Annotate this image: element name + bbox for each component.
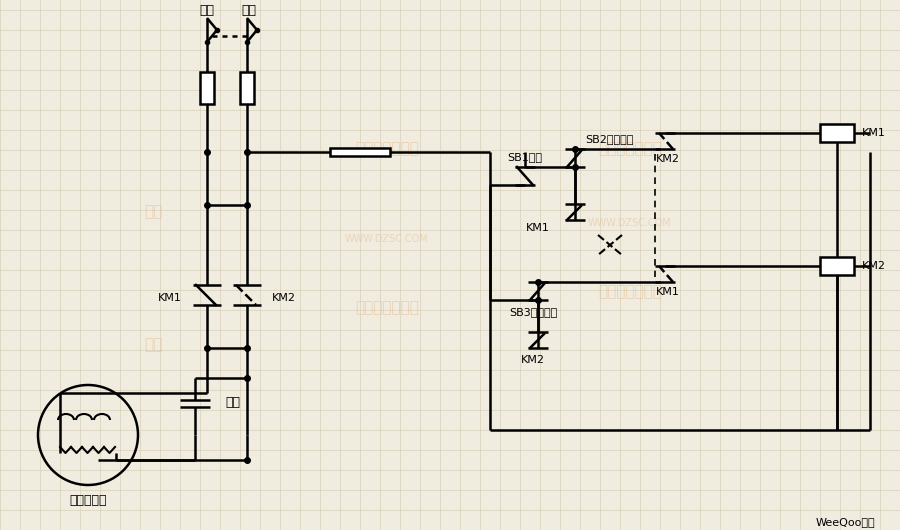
Text: 单相电动机: 单相电动机	[69, 493, 107, 507]
Text: SB1停止: SB1停止	[508, 152, 543, 162]
Text: KM2: KM2	[656, 154, 680, 164]
Bar	[200, 72, 214, 104]
Text: KM2: KM2	[862, 261, 886, 271]
Text: KM2: KM2	[272, 293, 296, 303]
Text: KM2: KM2	[521, 355, 545, 365]
Text: 维库电子市场网: 维库电子市场网	[356, 300, 418, 315]
Text: SB2正转启动: SB2正转启动	[585, 134, 634, 144]
Text: 零线: 零线	[241, 4, 256, 16]
Text: 电容: 电容	[225, 396, 240, 410]
Text: WWW.DZSC.COM: WWW.DZSC.COM	[588, 218, 672, 227]
Text: WeeQoo维库: WeeQoo维库	[815, 517, 875, 527]
Text: 维库: 维库	[144, 337, 162, 352]
Text: KM1: KM1	[656, 287, 680, 297]
Text: WWW.DZSC.COM: WWW.DZSC.COM	[345, 234, 429, 243]
Text: SB3反转启动: SB3反转启动	[508, 307, 557, 317]
Text: KM1: KM1	[526, 223, 550, 233]
Text: 维库: 维库	[144, 205, 162, 219]
Text: 维库电子市场网: 维库电子市场网	[598, 141, 662, 156]
Bar	[330, 148, 390, 156]
Bar	[240, 72, 254, 104]
Text: 维库电子市场网: 维库电子市场网	[356, 141, 418, 156]
Text: KM1: KM1	[158, 293, 182, 303]
Text: 火线: 火线	[200, 4, 214, 16]
Bar	[820, 124, 854, 142]
Bar	[820, 257, 854, 275]
Text: 维库电子市场网: 维库电子市场网	[598, 284, 662, 299]
Text: KM1: KM1	[862, 128, 886, 138]
